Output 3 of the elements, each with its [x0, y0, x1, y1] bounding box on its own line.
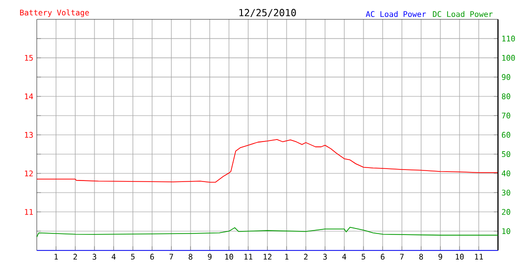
chart-title: 12/25/2010: [239, 9, 296, 18]
line-series: [36, 227, 498, 238]
line-series: [36, 139, 498, 183]
